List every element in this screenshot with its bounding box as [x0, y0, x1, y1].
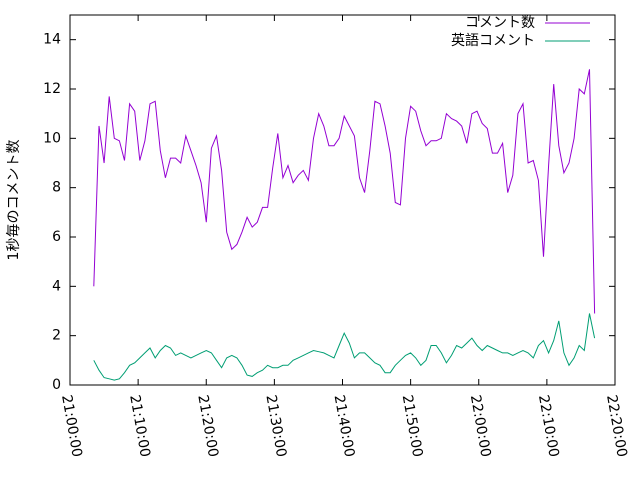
y-tick-label: 10 — [43, 130, 61, 146]
x-tick-label: 21:20:00 — [194, 394, 221, 459]
x-tick-label: 21:00:00 — [58, 394, 85, 459]
legend-label: コメント数 — [465, 15, 535, 31]
series-line — [93, 313, 596, 381]
y-tick-label: 4 — [52, 278, 61, 294]
series-line — [93, 69, 596, 314]
x-tick-label: 22:10:00 — [535, 394, 562, 459]
y-tick-label: 14 — [43, 32, 61, 48]
y-tick-label: 2 — [52, 328, 61, 344]
x-tick-label: 22:00:00 — [467, 394, 494, 459]
y-tick-label: 0 — [52, 377, 61, 393]
x-tick-label: 21:10:00 — [126, 394, 153, 459]
y-axis-label: 1秒毎のコメント数 — [6, 140, 22, 261]
x-tick-label: 21:50:00 — [399, 394, 426, 459]
legend-label: 英語コメント — [451, 32, 535, 49]
y-tick-label: 12 — [43, 81, 61, 97]
y-tick-label: 6 — [52, 229, 61, 245]
y-tick-label: 8 — [52, 180, 61, 196]
plot-border — [69, 14, 616, 386]
x-tick-label: 21:30:00 — [262, 394, 289, 459]
x-tick-label: 21:40:00 — [331, 394, 358, 459]
x-tick-label: 22:20:00 — [603, 394, 630, 459]
